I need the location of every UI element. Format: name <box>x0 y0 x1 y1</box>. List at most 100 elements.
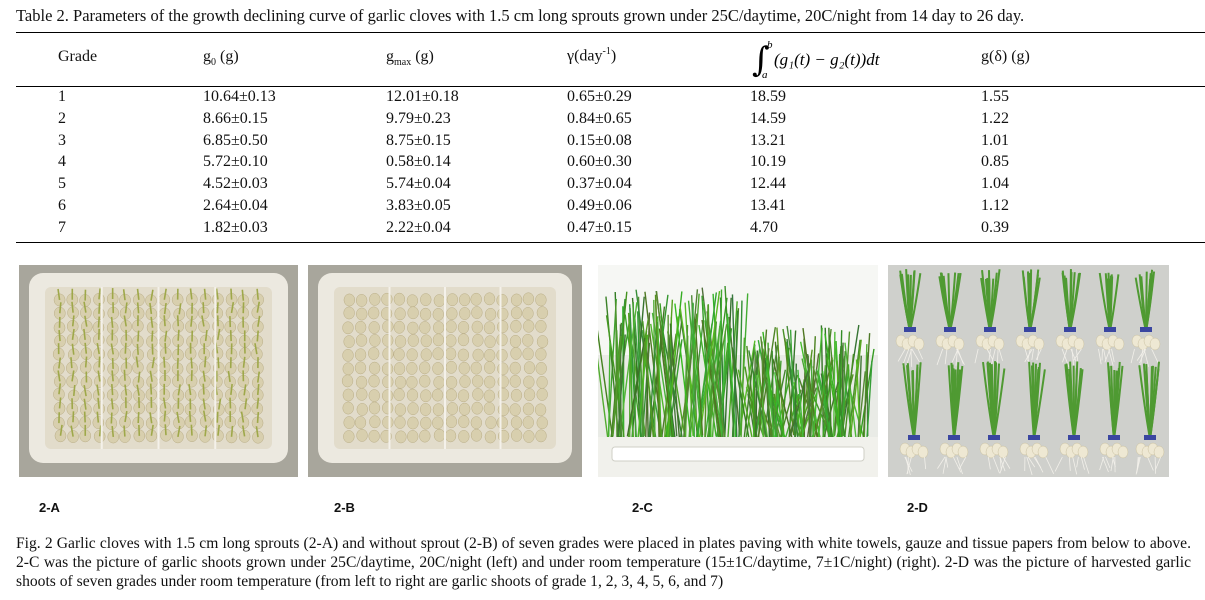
root <box>1076 456 1079 468</box>
garlic-clove <box>484 335 496 349</box>
root <box>1026 456 1033 475</box>
garlic-clove <box>522 402 535 416</box>
sprout <box>244 398 248 410</box>
garlic-clove <box>381 362 394 376</box>
garlic-clove <box>459 375 471 388</box>
garlic-clove <box>446 402 459 415</box>
garlic-clove <box>510 428 523 442</box>
garlic-clove <box>444 429 457 443</box>
garlic-leaf <box>740 337 746 441</box>
garlic-clove <box>536 335 549 348</box>
garlic-leaf <box>744 348 761 442</box>
garlic-clove <box>510 306 523 320</box>
sprout <box>202 398 206 410</box>
garlic-clove <box>419 321 431 334</box>
garlic-clove <box>536 388 548 401</box>
garlic-clove <box>496 348 508 362</box>
garlic-clove <box>394 416 406 429</box>
root <box>1024 348 1030 364</box>
root <box>999 456 1006 472</box>
sprout <box>70 425 74 437</box>
cell-gamma: 0.37±0.04 <box>567 175 632 193</box>
rubber-band <box>948 435 960 440</box>
sprout <box>256 288 259 300</box>
rubber-band <box>984 327 996 332</box>
root <box>1031 348 1034 360</box>
root <box>986 348 994 360</box>
garlic-clove <box>458 293 471 307</box>
sprout <box>216 328 221 341</box>
root <box>987 456 991 470</box>
garlic-clove <box>252 430 264 444</box>
garlic-leaf <box>720 331 727 438</box>
sprout <box>255 426 259 438</box>
sprout <box>124 384 128 396</box>
sprout <box>254 343 258 355</box>
table-row: 4 5.72±0.10 0.58±0.14 0.60±0.30 10.19 0.… <box>0 153 1205 175</box>
sprout <box>163 288 167 300</box>
root <box>998 348 1003 361</box>
garlic-clove <box>368 374 380 388</box>
garlic-clove <box>406 388 419 402</box>
sprout <box>227 370 231 382</box>
garlic-clove <box>459 307 471 320</box>
garlic-clove <box>1149 337 1161 351</box>
cell-g0: 4.52±0.03 <box>203 175 268 193</box>
sprout <box>122 289 126 301</box>
root <box>1027 456 1036 468</box>
root <box>936 348 944 366</box>
garlic-clove <box>1113 337 1125 351</box>
garlic-clove <box>356 403 368 416</box>
sprout <box>137 330 140 342</box>
garlic-leaf <box>859 348 875 437</box>
garlic-clove <box>382 375 394 389</box>
garlic-clove <box>483 402 495 415</box>
sprout <box>204 329 208 342</box>
garlic-clove <box>497 362 509 376</box>
sprout <box>177 329 180 341</box>
garlic-leaf <box>789 329 796 438</box>
garlic-clove <box>457 348 470 362</box>
garlic-clove <box>509 361 521 375</box>
garlic-leaf <box>988 278 991 332</box>
garlic-leaf <box>1138 365 1151 440</box>
garlic-leaf <box>632 302 637 438</box>
garlic-clove <box>432 362 444 375</box>
garlic-clove <box>432 308 444 321</box>
garlic-clove <box>394 403 407 417</box>
sprout <box>189 288 193 300</box>
sprout <box>190 424 193 436</box>
garlic-clove <box>913 337 925 351</box>
sprout <box>216 302 219 314</box>
sprout <box>111 425 115 438</box>
sprout <box>136 384 140 396</box>
table-row: 6 2.64±0.04 3.83±0.05 0.49±0.06 13.41 1.… <box>0 197 1205 219</box>
sprout <box>123 425 126 437</box>
garlic-clove <box>535 429 547 443</box>
sprout <box>257 315 261 327</box>
tray-edge <box>611 446 865 462</box>
root <box>990 348 996 366</box>
sprout <box>111 384 114 396</box>
garlic-leaf <box>812 327 823 442</box>
sprout <box>202 302 205 314</box>
garlic-clove <box>1153 445 1165 459</box>
garlic-clove <box>497 307 509 321</box>
tray-illustration <box>308 265 582 477</box>
root <box>942 456 947 474</box>
garlic-leaf <box>631 344 647 441</box>
garlic-clove <box>66 375 78 388</box>
garlic-clove <box>522 347 534 361</box>
sprout <box>190 357 193 369</box>
rubber-band <box>1108 435 1120 440</box>
root <box>910 348 913 367</box>
garlic-leaf <box>707 321 718 436</box>
sprout <box>58 330 61 342</box>
sprout <box>111 370 114 382</box>
sprout <box>84 356 88 368</box>
garlic-clove <box>445 334 457 348</box>
root <box>955 348 958 366</box>
cell-grade: 3 <box>58 131 66 149</box>
sprout <box>188 410 192 422</box>
cell-g0: 8.66±0.15 <box>203 109 268 127</box>
